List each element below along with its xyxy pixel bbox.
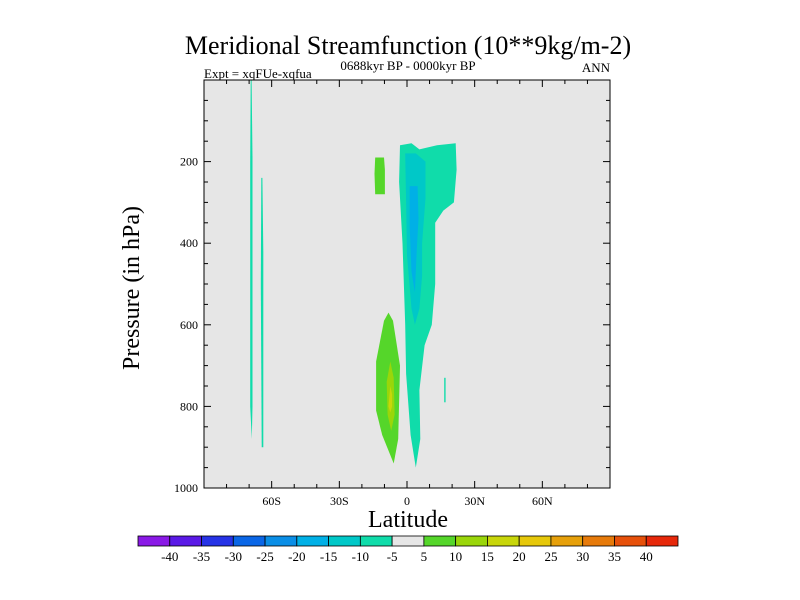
colorbar-swatch bbox=[359, 535, 393, 547]
colorbar-swatch bbox=[645, 535, 679, 547]
contour-region-2 bbox=[260, 177, 264, 448]
contour-region-9 bbox=[409, 186, 419, 293]
y-tick-label: 600 bbox=[180, 318, 198, 332]
colorbar-swatch bbox=[264, 535, 298, 547]
colorbar-label: 5 bbox=[421, 549, 428, 564]
colorbar-label: -5 bbox=[387, 549, 398, 564]
colorbar-swatch bbox=[582, 535, 615, 547]
colorbar-label: -30 bbox=[225, 549, 242, 564]
x-tick-label: 0 bbox=[404, 494, 410, 508]
colorbar-label: 40 bbox=[640, 549, 653, 564]
chart-title: Meridional Streamfunction (10**9kg/m-2) bbox=[185, 31, 631, 60]
colorbar-label: -40 bbox=[161, 549, 178, 564]
y-tick-label: 1000 bbox=[174, 481, 198, 495]
x-tick-label: 60S bbox=[262, 494, 281, 508]
chart-subtitle-left: Expt = xqFUe-xqfua bbox=[204, 66, 312, 81]
colorbar-swatch bbox=[550, 535, 584, 547]
colorbar-label: -35 bbox=[193, 549, 210, 564]
x-axis-label: Latitude bbox=[368, 507, 448, 533]
colorbar-label: -15 bbox=[320, 549, 337, 564]
contour-region-10 bbox=[444, 377, 446, 403]
y-tick-label: 400 bbox=[180, 236, 198, 250]
y-tick-label: 200 bbox=[180, 155, 198, 169]
x-tick-label: 30N bbox=[464, 494, 485, 508]
colorbar-label: -10 bbox=[352, 549, 369, 564]
colorbar-swatch bbox=[487, 535, 520, 547]
colorbar-label: 30 bbox=[576, 549, 589, 564]
colorbar-swatch bbox=[232, 535, 266, 547]
colorbar-label: -25 bbox=[256, 549, 273, 564]
colorbar-label: 25 bbox=[544, 549, 557, 564]
colorbar-swatch bbox=[391, 535, 425, 547]
y-tick-label: 800 bbox=[180, 399, 198, 413]
colorbar-swatch bbox=[518, 535, 552, 547]
colorbar-swatch bbox=[169, 535, 202, 547]
colorbar-swatch bbox=[137, 535, 171, 547]
colorbar-swatch bbox=[614, 535, 647, 547]
colorbar-label: 20 bbox=[513, 549, 526, 564]
colorbar-swatch bbox=[423, 535, 457, 547]
colorbar-swatch bbox=[455, 535, 488, 547]
colorbar-label: -20 bbox=[288, 549, 305, 564]
colorbar-swatch bbox=[296, 535, 329, 547]
contour-region-3 bbox=[374, 157, 385, 195]
colorbar-label: 10 bbox=[449, 549, 462, 564]
colorbar-swatch bbox=[328, 535, 361, 547]
chart-subtitle-center: 0688kyr BP - 0000kyr BP bbox=[340, 58, 475, 73]
y-axis-label: Pressure (in hPa) bbox=[119, 206, 145, 370]
x-tick-label: 60N bbox=[532, 494, 553, 508]
contour-region-1 bbox=[250, 80, 253, 439]
chart-subtitle-right: ANN bbox=[582, 60, 611, 75]
colorbar-swatch bbox=[201, 535, 234, 547]
x-tick-label: 30S bbox=[330, 494, 349, 508]
contour-region-6 bbox=[388, 386, 393, 413]
colorbar-label: 15 bbox=[481, 549, 494, 564]
colorbar-label: 35 bbox=[608, 549, 621, 564]
